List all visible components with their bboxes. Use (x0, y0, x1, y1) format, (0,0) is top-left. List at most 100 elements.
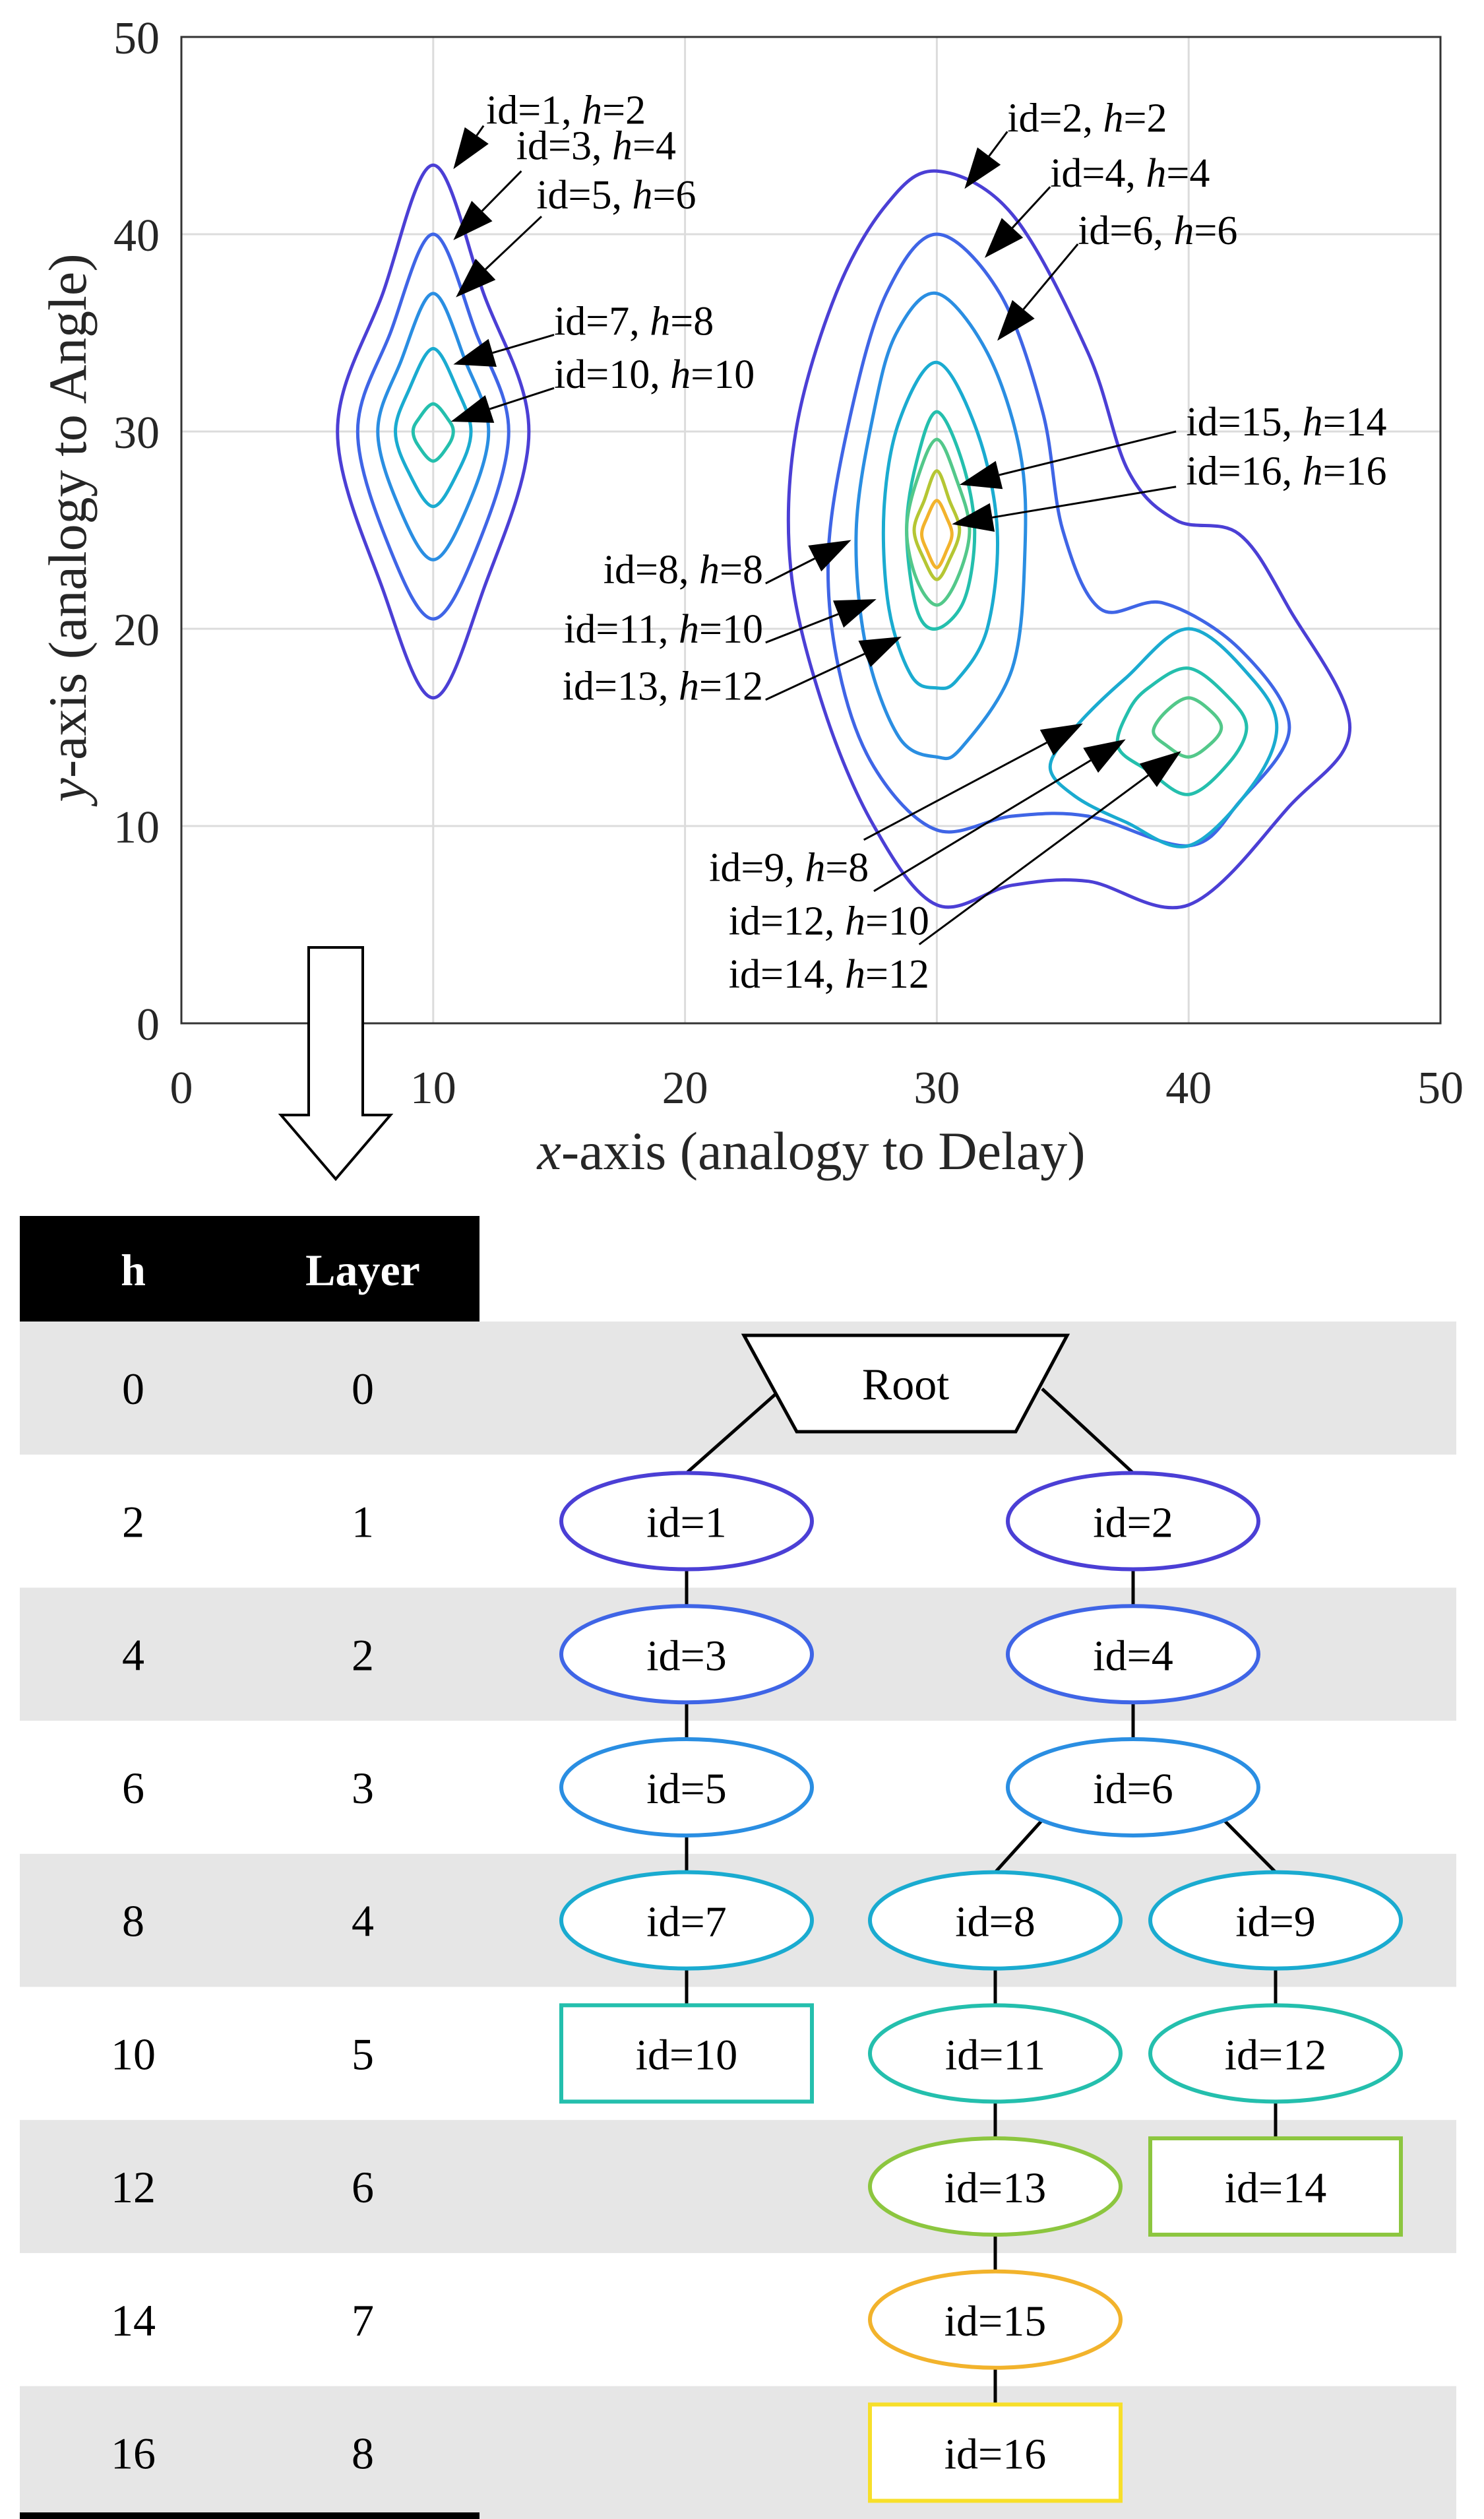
annotation-h-var: h (612, 123, 633, 168)
annotation-h-value: =6 (1194, 208, 1237, 253)
node-label: id=5 (646, 1765, 727, 1813)
annotation-id: id=14, (729, 952, 845, 997)
node-label: id=1 (646, 1499, 727, 1547)
node-label: id=14 (1225, 2164, 1327, 2212)
annotation-id: id=1, (486, 88, 582, 133)
annotation-h-var: h (670, 352, 691, 397)
annotation-h-value: =8 (670, 299, 714, 344)
annotation-arrow-line (988, 131, 1008, 157)
annotation-arrow-line (863, 742, 1047, 841)
node-ellipse (559, 1870, 814, 1971)
annotation-arrowhead (997, 300, 1035, 341)
annotation-h-value: =8 (825, 846, 869, 891)
annotation-label: id=5, h=6 (536, 173, 696, 218)
node-label: id=6 (1093, 1765, 1173, 1813)
row-h-value: 2 (122, 1497, 144, 1547)
annotation-arrowhead (453, 127, 489, 170)
contour-id-13 (905, 437, 972, 607)
annotation-label: id=7, h=8 (554, 299, 714, 344)
row-h-value: 14 (111, 2295, 156, 2345)
tree-edge (994, 1819, 1043, 1874)
node-label: id=12 (1225, 2031, 1327, 2079)
x-tick-labels: 0 10 20 30 40 50 (170, 1063, 1464, 1114)
node-label: id=11 (945, 2031, 1045, 2079)
annotation-arrow-line (1011, 186, 1051, 229)
x-axis-var: x (536, 1121, 561, 1181)
contour-id-9 (1048, 627, 1279, 848)
contour-plot: id=1, h=2id=3, h=4id=5, h=6id=7, h=8id=1… (38, 13, 1464, 1182)
table-row-bg (20, 2386, 1456, 2519)
annotation-arrowhead (858, 636, 902, 668)
annotation-h-value: =10 (691, 352, 755, 397)
down-arrow-icon (278, 946, 394, 1182)
annotation-id: id=13, (563, 664, 679, 709)
table-row-bg (20, 1322, 1456, 1455)
annotation-h-value: =16 (1323, 449, 1387, 494)
annotation-h-value: =8 (720, 548, 763, 592)
node-ellipse (1006, 1604, 1260, 1705)
row-h-value: 4 (122, 1630, 144, 1680)
annotation-h-value: =4 (1166, 151, 1210, 196)
tree-edge (1041, 1387, 1134, 1475)
annotation-arrowhead (964, 147, 1001, 189)
x-tick-label: 0 (170, 1063, 193, 1114)
node-label: id=9 (1235, 1898, 1316, 1946)
tree-node-id-7: id=7 (559, 1870, 814, 1971)
table-header-bg (20, 1216, 479, 1322)
contour-id-4 (826, 232, 1291, 848)
tree-node-id-14: id=14 (1148, 2136, 1403, 2237)
root-label: Root (862, 1359, 949, 1409)
annotation-h-value: =2 (602, 88, 646, 133)
annotation-label: id=14, h=12 (729, 952, 929, 997)
row-h-value: 0 (122, 1364, 144, 1414)
contour-id-14 (1152, 696, 1223, 759)
annotation-h-var: h (1303, 400, 1323, 445)
y-tick-label: 0 (137, 1000, 160, 1050)
annotation-label: id=9, h=8 (709, 846, 869, 891)
row-layer-value: 3 (352, 1763, 374, 1813)
annotation-label: id=3, h=4 (516, 123, 676, 168)
contour-id-6 (854, 291, 1028, 761)
annotation-id: id=4, (1050, 151, 1146, 196)
annotation-label: id=11, h=10 (564, 607, 763, 652)
annotation-id: id=7, (554, 299, 650, 344)
annotation-id: id=12, (729, 899, 845, 943)
annotation-h-var: h (1146, 151, 1166, 196)
annotation-arrowhead (453, 338, 497, 367)
y-tick-label: 20 (113, 605, 160, 656)
annotation-id: id=15, (1186, 400, 1302, 445)
node-label: id=13 (944, 2164, 1047, 2212)
annotation-h-value: =4 (633, 123, 676, 168)
node-label: id=16 (944, 2430, 1047, 2478)
annotation-h-var: h (1103, 96, 1124, 141)
tree-node-id-6: id=6 (1006, 1737, 1260, 1837)
annotation-label: id=2, h=2 (1007, 96, 1167, 141)
row-layer-value: 6 (352, 2162, 374, 2212)
annotation-label: id=15, h=14 (1186, 400, 1386, 445)
tree-node-id-2: id=2 (1006, 1471, 1260, 1572)
row-layer-value: 8 (352, 2428, 374, 2478)
contour-id-1 (336, 163, 531, 700)
annotation-h-var: h (679, 664, 699, 709)
annotation-h-value: =10 (699, 607, 763, 652)
node-ellipse (868, 1870, 1123, 1971)
annotation-label: id=10, h=10 (554, 352, 755, 397)
contour-annotations: id=1, h=2id=3, h=4id=5, h=6id=7, h=8id=1… (450, 88, 1387, 997)
y-tick-label: 30 (113, 408, 160, 459)
row-layer-value: 2 (352, 1630, 374, 1680)
annotation-h-var: h (633, 173, 653, 218)
annotation-id: id=8, (603, 548, 699, 592)
node-ellipse (559, 1471, 814, 1572)
annotation-arrow-line (1022, 243, 1079, 310)
node-label: id=8 (955, 1898, 1036, 1946)
node-ellipse (1006, 1737, 1260, 1837)
x-axis-text: -axis (analogy to Delay) (561, 1121, 1086, 1181)
annotation-id: id=9, (709, 846, 805, 891)
node-label: id=2 (1093, 1499, 1173, 1547)
annotation-arrow-line (992, 486, 1177, 519)
annotation-arrowhead (453, 201, 493, 240)
tree-node-id-1: id=1 (559, 1471, 814, 1572)
plot-frame (180, 36, 1442, 1025)
x-tick-label: 30 (913, 1063, 960, 1114)
